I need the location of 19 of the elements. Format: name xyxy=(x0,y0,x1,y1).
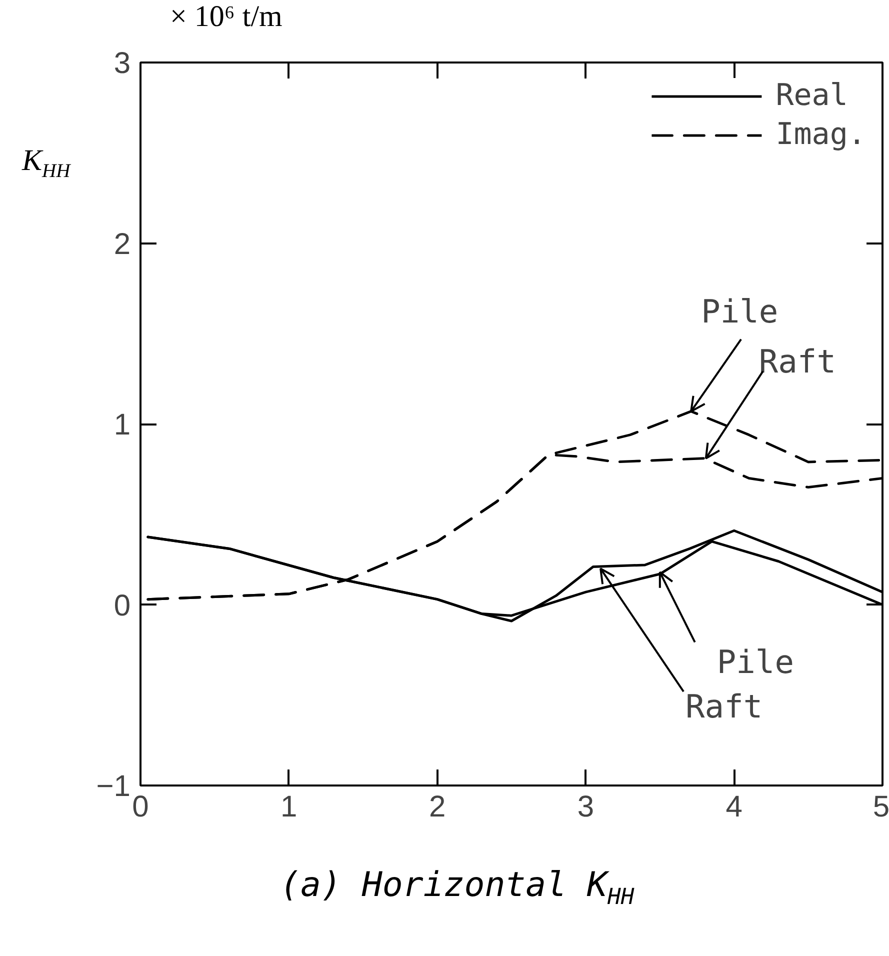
chart-subtitle: × 10⁶ t/m xyxy=(169,0,282,34)
x-axis-title: (a) Horizontal K$_{HH}$ xyxy=(279,864,634,912)
annotation: Pile xyxy=(701,292,778,330)
y-tick-label: 3 xyxy=(114,47,131,80)
y-axis-title: K$_{HH}$ xyxy=(20,143,70,184)
annotation: Pile xyxy=(716,643,794,682)
x-tick-label: 3 xyxy=(577,790,594,824)
y-tick-label: 1 xyxy=(114,408,131,442)
x-tick-label: 1 xyxy=(280,790,298,824)
legend-label: Real xyxy=(776,78,848,113)
legend-label: Imag. xyxy=(776,117,866,152)
x-tick-label: 2 xyxy=(428,790,446,824)
y-tick-label: 0 xyxy=(114,589,131,622)
y-tick-label: 2 xyxy=(114,228,131,261)
annotation: Raft xyxy=(758,342,836,380)
x-tick-label: 4 xyxy=(726,790,742,824)
annotation: Raft xyxy=(686,688,763,726)
y-tick-label: −1 xyxy=(96,770,131,803)
x-tick-label: 5 xyxy=(872,790,889,824)
